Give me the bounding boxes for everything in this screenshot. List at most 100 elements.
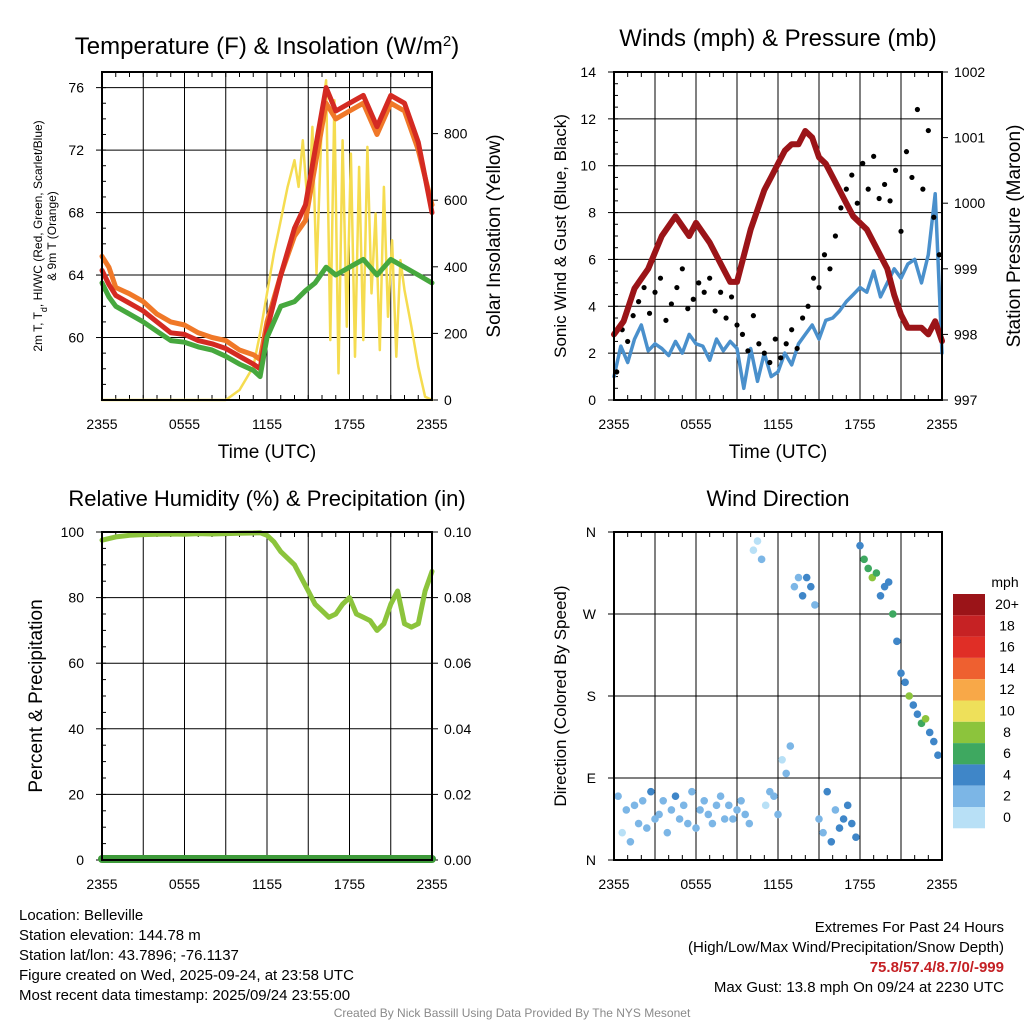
gust-point <box>810 275 817 281</box>
direction-point <box>864 564 872 573</box>
y-axis-label-line2: & 9m T (Orange) <box>45 191 59 281</box>
y-tick-label: 40 <box>68 721 84 737</box>
title-superscript: 2 <box>443 33 451 50</box>
gust-point <box>925 127 931 134</box>
y-tick-label: 6 <box>588 251 596 267</box>
direction-point <box>823 787 831 796</box>
direction-point <box>852 833 860 842</box>
y-axis-label: Percent & Precipitation <box>26 599 47 792</box>
gust-point <box>701 289 707 295</box>
gust-point <box>756 341 762 347</box>
ylabel-subscript: d <box>39 307 49 312</box>
colorbar-label: 20+ <box>995 596 1019 612</box>
gust-point <box>898 228 904 234</box>
y-tick-label: 14 <box>580 64 596 80</box>
gust-point <box>860 160 866 166</box>
direction-point <box>856 541 864 550</box>
colorbar-label: 0 <box>1003 809 1011 825</box>
gust-point <box>646 310 653 316</box>
x-tick-label: 1755 <box>844 876 875 892</box>
y-axis-label: Sonic Wind & Gust (Blue, Black) <box>551 114 570 358</box>
direction-point <box>761 801 770 810</box>
x-tick-label: 2355 <box>926 416 957 432</box>
gust-point <box>663 317 669 323</box>
colorbar-swatch <box>953 785 985 807</box>
gust-point <box>838 205 844 211</box>
x-tick-label: 2355 <box>598 416 629 432</box>
gust-point <box>690 296 696 302</box>
colorbar-swatch <box>953 743 985 765</box>
x-tick-label: 1755 <box>844 416 875 432</box>
direction-point <box>802 573 811 582</box>
direction-point <box>905 692 913 700</box>
gust-point <box>745 348 751 354</box>
y-tick-label: 2 <box>588 345 596 361</box>
y-axis-label-line1: 2m T, Td, HI/WC (Red, Green, Scarlet/Blu… <box>31 120 49 351</box>
y2-tick-label: 0.08 <box>444 590 471 606</box>
x-tick-label: 2355 <box>926 876 957 892</box>
panel-1: 2355 0555 1155 1755 2355 60 64 68 72 76 0 200 400 600… <box>31 33 505 464</box>
direction-point <box>675 815 684 823</box>
gust-point <box>931 214 937 220</box>
gust-point <box>821 252 828 258</box>
series-relative-humidity <box>99 530 435 633</box>
y2-tick-label: 1000 <box>954 195 985 211</box>
direction-point <box>811 601 819 609</box>
gust-point <box>794 345 800 352</box>
ylabel-tail: , HI/WC (Red, Green, Scarlet/Blue) <box>31 120 45 307</box>
extremes-values: 75.8/57.4/8.7/0/-999 <box>869 959 1004 976</box>
gust-point <box>723 315 729 321</box>
series-solar-insolation <box>100 79 434 402</box>
direction-point <box>827 837 836 846</box>
y-tick-label: 0 <box>76 852 84 868</box>
gust-point <box>876 195 882 202</box>
gust-point <box>936 252 942 258</box>
direction-point <box>712 801 721 810</box>
series-station-pressure <box>611 128 945 344</box>
y2-tick-label: 0.10 <box>444 524 471 540</box>
gust-point <box>865 186 871 192</box>
chart-title: Winds (mph) & Pressure (mb) <box>619 25 936 52</box>
direction-point <box>819 828 827 837</box>
direction-point <box>614 792 622 801</box>
series-sonic-wind <box>612 192 944 391</box>
gust-point <box>630 313 636 319</box>
x-tick-label: 2355 <box>86 876 117 892</box>
credit-line: Created By Nick Bassill Using Data Provi… <box>333 1006 691 1020</box>
gust-point <box>854 200 860 206</box>
gust-point <box>636 299 642 305</box>
x-tick-label: 1155 <box>763 416 793 432</box>
colorbar-label: 12 <box>999 681 1015 697</box>
direction-point <box>745 819 754 828</box>
y2-axis-label: Station Pressure (Maroon) <box>1004 125 1024 348</box>
colorbar-swatch <box>953 700 985 722</box>
gust-point <box>685 306 691 312</box>
direction-point <box>659 796 667 805</box>
direction-point <box>848 819 856 828</box>
extremes-title: Extremes For Past 24 Hours <box>814 919 1004 936</box>
chart-title: Relative Humidity (%) & Precipitation (i… <box>68 486 465 511</box>
gust-point <box>909 174 915 181</box>
direction-point <box>872 569 881 577</box>
x-tick-label: 1155 <box>763 876 793 892</box>
station-info: Location: Belleville Station elevation: … <box>19 906 354 1006</box>
panel-2: 2355 0555 1155 1755 235502468101214997998999… <box>551 25 1024 463</box>
colorbar-label: 2 <box>1003 788 1011 804</box>
x-tick-label: 0555 <box>680 416 711 432</box>
y-tick-label: 80 <box>68 590 84 606</box>
gust-point <box>882 181 888 188</box>
y2-tick-label: 1001 <box>954 130 985 146</box>
direction-point <box>876 591 885 600</box>
chart-title: Wind Direction <box>706 486 849 511</box>
gust-point <box>679 266 685 272</box>
colorbar-swatch <box>953 764 985 786</box>
colorbar-label: 16 <box>999 639 1015 655</box>
y-tick-label: W <box>583 606 597 622</box>
direction-point <box>634 819 643 828</box>
y2-tick-label: 1002 <box>954 64 985 80</box>
x-axis-label: Time (UTC) <box>218 442 317 463</box>
chart-title: Temperature (F) & Insolation (W/m2) <box>75 33 459 61</box>
direction-point <box>757 555 766 564</box>
gust-point <box>832 233 839 239</box>
